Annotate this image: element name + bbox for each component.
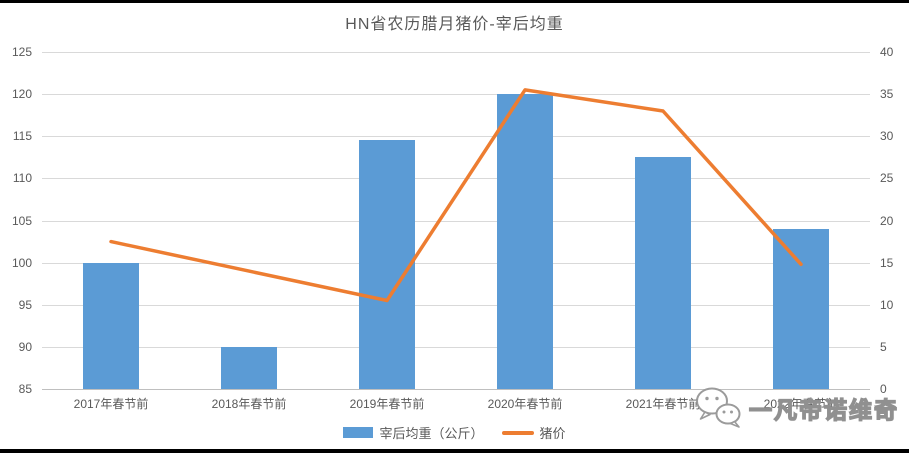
left-axis-tick: 125: [11, 45, 32, 59]
gridline: [42, 346, 870, 348]
bar-2017年春节前: [83, 262, 139, 389]
left-axis-tick: 110: [12, 171, 32, 186]
x-axis-label: 2018年春节前: [211, 397, 287, 411]
right-axis-tick: 10: [880, 297, 894, 312]
left-axis-tick: 95: [18, 297, 32, 312]
price-line: [109, 88, 803, 303]
legend-item-price: 猪价: [501, 423, 566, 442]
right-axis-tick: 5: [880, 339, 887, 354]
x-axis-label: 2022年春节前: [763, 397, 839, 411]
gridline: [42, 136, 870, 138]
left-axis-tick: 100: [11, 255, 32, 270]
bar-2022年春节前: [773, 228, 829, 389]
legend-item-weight: 宰后均重（公斤）: [343, 423, 484, 442]
x-axis-label: 2021年春节前: [625, 397, 701, 411]
top-divider: [0, 0, 909, 3]
right-axis-tick: 25: [880, 171, 894, 186]
legend-label-price: 猪价: [539, 426, 566, 441]
gridline: [42, 262, 870, 264]
x-axis-line: [42, 389, 870, 390]
left-axis-tick: 120: [11, 87, 32, 102]
bar-2018年春节前: [221, 346, 277, 389]
x-axis-label: 2017年春节前: [73, 397, 149, 411]
right-axis-tick: 40: [880, 45, 894, 59]
legend-label-weight: 宰后均重（公斤）: [379, 426, 484, 441]
left-axis-tick: 115: [12, 129, 32, 144]
price-line-chart: [109, 88, 803, 303]
gridline: [42, 304, 870, 306]
left-axis-tick: 85: [18, 382, 32, 396]
left-axis-tick: 105: [11, 213, 32, 228]
bar-2019年春节前: [359, 140, 415, 389]
right-axis-tick: 0: [880, 382, 887, 396]
left-axis-tick: 90: [18, 339, 32, 354]
right-axis-tick: 35: [880, 87, 894, 102]
bar-2020年春节前: [497, 94, 553, 389]
gridline: [42, 52, 870, 53]
x-axis-label: 2019年春节前: [349, 397, 425, 411]
chart-legend: 宰后均重（公斤） 猪价: [0, 423, 909, 442]
bar-series-swatch: [343, 427, 374, 438]
x-axis-label: 2020年春节前: [487, 397, 563, 411]
plot-area: 85 0 90 5 95 10 100 15 105 20 110 25 115 30 120 35 125 40…: [12, 45, 893, 411]
bar-2021年春节前: [635, 157, 691, 389]
chart-title: HN省农历腊月猪价-宰后均重: [345, 16, 564, 33]
gridline: [42, 220, 870, 222]
right-axis-tick: 15: [880, 255, 894, 270]
line-series-swatch: [501, 430, 534, 435]
right-axis-tick: 30: [880, 129, 894, 144]
bottom-divider: [0, 449, 909, 453]
right-axis-tick: 20: [880, 213, 894, 228]
gridline: [42, 178, 870, 180]
gridline: [42, 94, 870, 96]
